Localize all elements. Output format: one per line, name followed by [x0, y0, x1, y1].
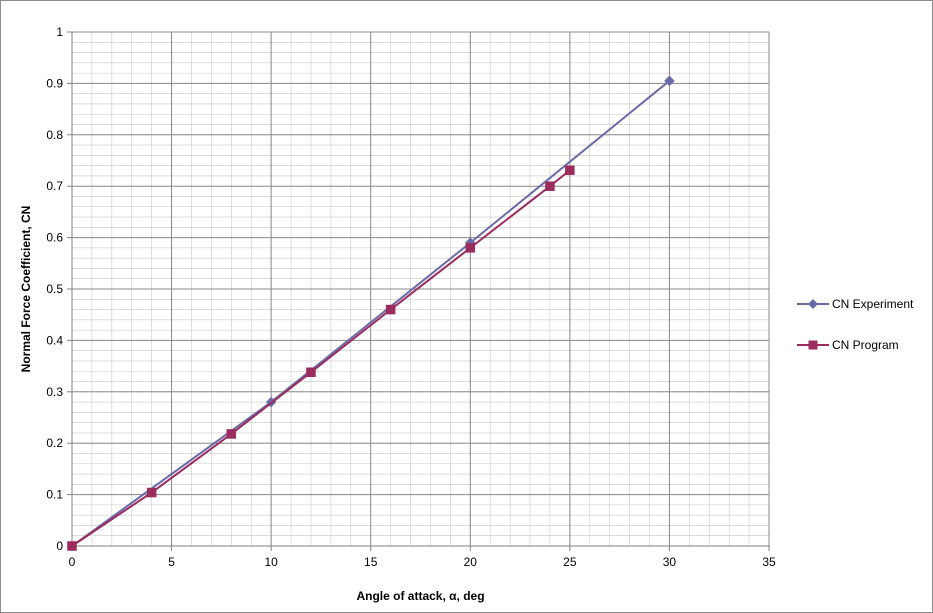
- data-point-square: [306, 367, 316, 378]
- x-tick-label: 5: [168, 555, 175, 569]
- x-axis-title: Angle of attack, α, deg: [356, 589, 484, 603]
- data-point-square: [565, 165, 575, 176]
- y-tick-label: 0.7: [46, 179, 63, 193]
- y-tick-label: 0.8: [46, 128, 63, 142]
- series-line-cn-program: [71, 169, 571, 547]
- x-tick-label: 10: [264, 555, 278, 569]
- y-tick-label: 0.6: [46, 231, 63, 245]
- y-tick-label: 0.5: [46, 282, 63, 296]
- y-tick-label: 0.9: [46, 76, 63, 90]
- x-tick-label: 15: [364, 555, 378, 569]
- legend-item-cn-experiment: CN Experiment: [797, 297, 914, 311]
- y-axis-title: Normal Force Coefficient, CN: [19, 206, 33, 373]
- data-point-square: [385, 304, 396, 315]
- x-tick-label: 35: [762, 555, 776, 569]
- y-tick-label: 1: [56, 25, 63, 39]
- x-tick-label: 0: [69, 555, 76, 569]
- legend: CN Experiment CN Program: [797, 297, 914, 352]
- data-point-square: [146, 487, 157, 498]
- legend-swatch-diamond-marker: [808, 299, 818, 309]
- series-line-cn-experiment: [71, 80, 671, 547]
- grid-layer: [71, 31, 770, 547]
- legend-swatch-square-marker: [808, 340, 818, 350]
- data-point-square: [465, 243, 476, 253]
- data-point-diamond: [664, 75, 675, 87]
- y-tick-label: 0.1: [46, 488, 63, 502]
- legend-item-cn-program: CN Program: [797, 338, 899, 352]
- legend-label: CN Program: [832, 338, 899, 352]
- y-tick-label: 0.3: [46, 385, 63, 399]
- x-tick-label: 20: [464, 555, 478, 569]
- data-point-square: [67, 541, 77, 551]
- legend-label: CN Experiment: [832, 297, 914, 311]
- series-layer: [66, 75, 675, 552]
- axis-layer: 0 5 10 15 20 25 30 35 0 0.1 0.2 0.3 0.4 0.5 0.6 0.7 0.8 0…: [46, 25, 776, 569]
- y-tick-label: 0.4: [46, 333, 63, 347]
- y-tick-label: 0.2: [46, 436, 63, 450]
- x-tick-label: 25: [563, 555, 577, 569]
- data-point-square: [545, 181, 555, 191]
- x-tick-label: 30: [663, 555, 677, 569]
- data-point-square: [226, 429, 237, 439]
- y-tick-label: 0: [56, 539, 63, 553]
